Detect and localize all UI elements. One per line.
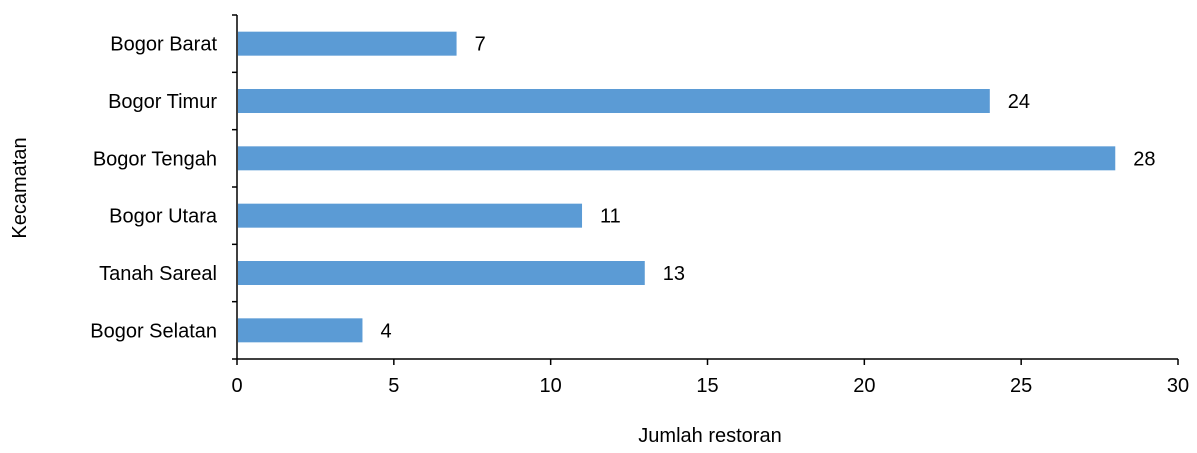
bar-2 bbox=[238, 146, 1116, 171]
y-tick-label-3: Bogor Utara bbox=[109, 206, 218, 228]
bar-3 bbox=[238, 203, 583, 228]
bar-0 bbox=[238, 31, 457, 56]
bar-5 bbox=[238, 318, 363, 343]
data-label-3: 11 bbox=[600, 206, 621, 228]
bar-1 bbox=[238, 89, 990, 113]
y-tick-label-1: Bogor Timur bbox=[108, 91, 217, 113]
y-tick-label-4: Tanah Sareal bbox=[99, 263, 217, 285]
x-tick-label-1: 5 bbox=[388, 375, 399, 397]
x-tick-label-3: 15 bbox=[696, 375, 718, 397]
x-tick-label-6: 30 bbox=[1167, 375, 1189, 397]
data-label-0: 7 bbox=[475, 34, 486, 56]
x-tick-label-5: 25 bbox=[1010, 375, 1032, 397]
y-tick-label-0: Bogor Barat bbox=[110, 34, 217, 56]
data-label-1: 24 bbox=[1008, 91, 1030, 113]
x-tick-label-4: 20 bbox=[853, 375, 875, 397]
y-tick-label-2: Bogor Tengah bbox=[93, 148, 217, 170]
x-tick-label-0: 0 bbox=[231, 375, 242, 397]
x-axis-title: Jumlah restoran bbox=[638, 425, 781, 447]
data-label-5: 4 bbox=[380, 320, 391, 342]
x-tick-label-2: 10 bbox=[540, 375, 562, 397]
data-label-4: 13 bbox=[663, 263, 685, 285]
y-axis-title: Kecamatan bbox=[9, 137, 31, 238]
data-label-2: 28 bbox=[1133, 148, 1155, 170]
bar-4 bbox=[238, 261, 645, 285]
labels-layer: Bogor Barat 7 Bogor Timur 24 Bogor Tengah 28 B… bbox=[90, 34, 1189, 397]
axes-layer bbox=[232, 14, 1179, 365]
y-tick-label-5: Bogor Selatan bbox=[90, 320, 217, 342]
bars-layer bbox=[238, 31, 1116, 343]
